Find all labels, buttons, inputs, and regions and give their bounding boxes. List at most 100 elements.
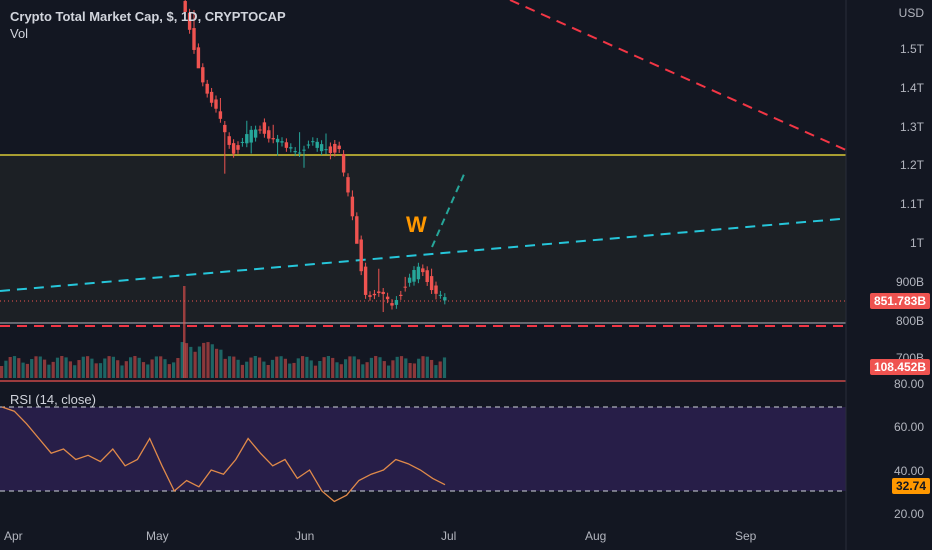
volume-bar — [288, 363, 292, 378]
projection-line[interactable] — [431, 171, 466, 248]
candle-body — [201, 67, 205, 83]
last-volume-tag: 108.452B — [869, 359, 930, 375]
volume-bar — [202, 342, 206, 378]
volume-bar — [64, 357, 68, 378]
candle-body — [249, 129, 253, 143]
candle-body — [394, 300, 399, 305]
candle-body — [416, 266, 421, 280]
volume-bar — [129, 357, 133, 378]
volume-label[interactable]: Vol — [10, 26, 29, 41]
volume-bar — [369, 357, 373, 378]
price-tick: 1.4T — [899, 81, 924, 95]
candle-body — [372, 293, 377, 296]
volume-bar — [159, 356, 163, 378]
candle-body — [293, 151, 297, 153]
candle-body — [403, 286, 407, 288]
candle-body — [443, 297, 447, 301]
candle-body — [209, 91, 214, 103]
volume-bar — [301, 356, 305, 378]
candle-body — [315, 141, 319, 148]
candle-body — [227, 136, 231, 145]
time-label: May — [146, 529, 169, 543]
volume-bar — [322, 357, 326, 378]
candle-body — [311, 141, 315, 143]
volume-bar — [232, 356, 236, 378]
symbol-title[interactable]: Crypto Total Market Cap, $, 1D, CRYPTOCA… — [10, 9, 286, 24]
time-label: Aug — [585, 529, 607, 543]
volume-bar — [210, 344, 214, 378]
candle-body — [377, 291, 381, 293]
volume-bar — [146, 364, 150, 378]
candle-body — [271, 138, 275, 140]
price-tick: 900B — [895, 275, 924, 289]
volume-bar — [184, 343, 189, 378]
volume-bar — [120, 365, 124, 378]
volume-bar — [318, 360, 322, 378]
candle-body — [302, 149, 306, 151]
range-zone — [0, 155, 846, 323]
rsi-legend[interactable]: RSI (14, close) — [10, 392, 96, 407]
candle-body — [262, 122, 267, 134]
ascending-trendline[interactable] — [0, 218, 841, 292]
volume-bar — [137, 357, 141, 378]
candle-body — [187, 12, 192, 30]
candle-body — [218, 111, 223, 119]
rsi-line — [1, 406, 446, 503]
volume-bar — [51, 361, 55, 378]
price-tick: 1.5T — [899, 42, 924, 56]
candle-body — [258, 129, 262, 131]
currency-label[interactable]: USD — [898, 6, 924, 20]
descending-trendline[interactable] — [509, 0, 847, 151]
candle-body — [214, 99, 218, 109]
volume-bar — [94, 363, 98, 378]
candle-body — [399, 294, 403, 296]
volume-bar — [206, 342, 210, 378]
volume-bar — [12, 356, 17, 378]
candle-body — [425, 270, 429, 283]
time-label: Apr — [4, 529, 23, 543]
volume-bar — [391, 360, 395, 378]
volume-bar — [4, 360, 8, 378]
candle-body — [284, 142, 289, 148]
price-tick: 1.3T — [899, 120, 924, 134]
volume-bar — [378, 357, 382, 378]
price-tick: 1.1T — [899, 197, 924, 211]
volume-bar — [348, 356, 352, 378]
pattern-label[interactable]: W — [406, 212, 427, 237]
candle-body — [289, 147, 293, 149]
candle-body — [337, 145, 341, 150]
volume-bar — [430, 359, 434, 378]
volume-bar — [219, 349, 223, 378]
candle-body — [223, 124, 227, 133]
candle-body — [275, 138, 280, 143]
candles-group — [183, 0, 447, 313]
volume-bar — [197, 346, 201, 378]
volume-bar — [399, 356, 404, 378]
candle-body — [196, 47, 201, 69]
volume-bar — [154, 356, 158, 378]
volume-bar — [275, 356, 279, 378]
volume-bar — [111, 356, 115, 378]
rsi-tick: 60.00 — [893, 420, 924, 434]
volume-bar — [172, 362, 176, 378]
volume-bar — [0, 366, 4, 378]
last-price-tag: 851.783B — [869, 293, 930, 309]
price-tick: 1T — [909, 236, 924, 250]
candle-body — [350, 196, 355, 217]
volume-bar — [189, 346, 193, 378]
candle-body — [355, 216, 359, 244]
volume-bar — [249, 357, 253, 378]
volume-bar — [331, 357, 335, 378]
volume-bar — [438, 361, 442, 378]
candle-body — [253, 129, 258, 138]
volume-bar — [374, 356, 378, 378]
candle-body — [306, 144, 311, 146]
candle-body — [319, 144, 324, 152]
volume-bar — [352, 356, 356, 378]
volume-bar — [176, 357, 180, 378]
candle-body — [438, 294, 443, 296]
candle-body — [183, 1, 187, 12]
candle-body — [407, 277, 412, 283]
volume-bar — [344, 359, 348, 378]
